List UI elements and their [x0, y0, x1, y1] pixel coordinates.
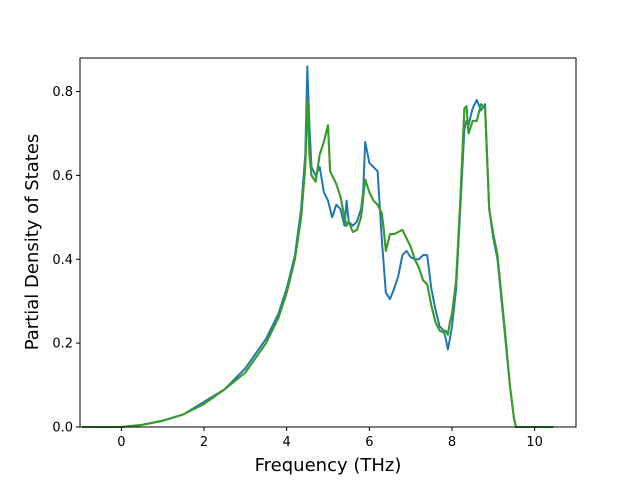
x-tick-label: 0 [117, 435, 125, 450]
series-line-1 [82, 65, 554, 428]
y-tick-label: 0.4 [52, 253, 73, 268]
series-layer [82, 65, 554, 428]
x-tick-label: 6 [365, 435, 373, 450]
series-line-3 [82, 98, 554, 428]
y-tick-label: 0.6 [52, 169, 73, 184]
x-tick-label: 2 [200, 435, 208, 450]
y-tick-label: 0.0 [52, 421, 73, 436]
y-tick-label: 0.8 [52, 85, 73, 100]
plot-frame [79, 57, 577, 428]
x-tick-label: 8 [448, 435, 456, 450]
x-axis-label: Frequency (THz) [255, 455, 402, 476]
y-axis-label: Partial Density of States [22, 134, 43, 351]
x-tick-label: 4 [283, 435, 291, 450]
series-line-2 [82, 98, 554, 428]
y-axis: 0.0 0.2 0.4 0.6 0.8 [52, 85, 80, 436]
y-tick-label: 0.2 [52, 337, 73, 352]
x-tick-label: 10 [526, 435, 543, 450]
x-axis: 0 2 4 6 8 10 [117, 427, 543, 450]
